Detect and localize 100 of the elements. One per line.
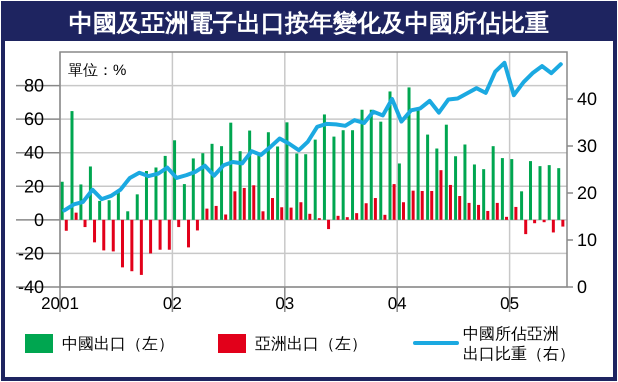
bar	[248, 130, 252, 220]
bar	[64, 220, 68, 231]
bar	[557, 168, 560, 220]
bar	[463, 144, 466, 220]
bar	[402, 202, 405, 220]
bar	[379, 122, 382, 220]
bar	[327, 220, 330, 230]
bar	[454, 156, 458, 220]
bar	[182, 184, 186, 220]
bar	[224, 214, 228, 220]
bar	[74, 212, 78, 220]
bar	[533, 220, 536, 224]
legend-label: 中國出口（左）	[62, 335, 174, 353]
bar	[458, 196, 462, 220]
bar	[304, 154, 308, 220]
bar	[158, 220, 162, 250]
bar	[412, 190, 415, 220]
bar	[149, 220, 152, 254]
y-tick-label: 0	[34, 210, 44, 230]
bar	[416, 110, 420, 220]
bar	[388, 91, 392, 220]
bar	[252, 185, 256, 220]
bar	[187, 220, 190, 248]
chart-title: 中國及亞洲電子出口按年變化及中國所佔比重	[69, 10, 549, 37]
y-tick-label: 20	[24, 176, 44, 196]
bar	[93, 220, 96, 242]
bar	[308, 214, 312, 220]
bar	[430, 190, 434, 220]
bar	[280, 207, 284, 220]
bar	[214, 206, 218, 220]
bar	[154, 167, 158, 220]
bar	[472, 164, 476, 220]
bar	[285, 122, 288, 220]
bar	[242, 188, 246, 220]
bar	[322, 114, 326, 220]
bar	[486, 210, 490, 220]
bar	[130, 220, 134, 272]
bar	[270, 198, 274, 220]
bar	[448, 184, 452, 220]
bar	[238, 151, 242, 220]
y2-tick-label: 20	[577, 183, 598, 203]
bar	[98, 200, 102, 220]
y-tick-label: 40	[24, 142, 44, 163]
bar	[364, 203, 368, 220]
bar	[408, 87, 411, 220]
bar	[201, 153, 204, 220]
bar	[383, 214, 386, 220]
y2-tick-label: 40	[577, 89, 598, 109]
bar	[370, 110, 373, 220]
y-tick-label: 80	[24, 76, 44, 96]
bar	[295, 154, 298, 220]
bar	[144, 171, 148, 220]
y-tick-label: 60	[24, 109, 44, 130]
y-tick-label: -20	[18, 243, 44, 264]
bar	[346, 217, 349, 220]
bar	[290, 208, 293, 220]
y2-tick-label: 0	[577, 277, 588, 297]
legend-label: 中國所佔亞洲出口比重（右）	[463, 325, 575, 363]
bar	[561, 220, 564, 227]
bar	[439, 170, 442, 220]
bar	[336, 216, 340, 220]
bar	[514, 206, 518, 220]
bar	[120, 220, 124, 268]
bar	[435, 148, 438, 220]
bar	[108, 200, 111, 220]
bar	[299, 202, 302, 220]
bar	[196, 220, 199, 230]
bar	[177, 220, 180, 228]
bar	[524, 220, 528, 234]
y-tick-label: -40	[18, 277, 44, 297]
bar	[342, 130, 345, 220]
bar	[229, 122, 232, 220]
line-series	[62, 60, 563, 212]
bar	[528, 161, 532, 220]
bar	[548, 165, 551, 220]
bar	[276, 146, 280, 220]
y-axis-title: 單位：%	[68, 62, 126, 79]
bar	[332, 136, 336, 220]
bar	[126, 211, 130, 220]
bar	[192, 158, 195, 220]
bar	[266, 132, 270, 220]
bar	[140, 220, 143, 275]
x-tick-label: 03	[275, 294, 294, 313]
bar	[552, 220, 555, 232]
bar	[233, 191, 236, 220]
bar	[468, 202, 471, 220]
bar	[420, 190, 424, 220]
bar	[496, 202, 499, 220]
bar	[444, 124, 448, 220]
bar	[168, 220, 171, 250]
bar	[360, 110, 364, 220]
bar	[102, 220, 106, 250]
bar	[520, 191, 524, 220]
bar	[173, 140, 176, 220]
bar	[398, 163, 401, 220]
bar	[84, 220, 87, 228]
bar	[136, 194, 139, 220]
bar	[210, 144, 214, 220]
bar	[355, 213, 358, 220]
bar	[70, 111, 74, 220]
